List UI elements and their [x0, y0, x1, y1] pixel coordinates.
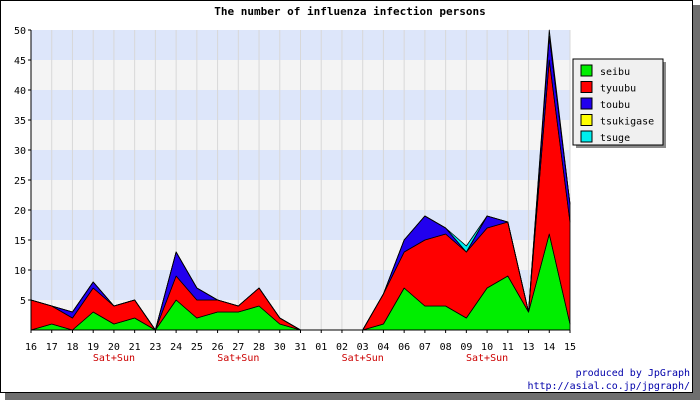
frame-shadow-bottom [5, 393, 700, 400]
x-tick-label: 27 [232, 342, 244, 353]
x-tick-label: 30 [274, 342, 286, 353]
x-tick-label: 24 [170, 342, 182, 353]
x-tick-label: 15 [564, 342, 576, 353]
legend-label-tsukigase: tsukigase [600, 117, 654, 128]
weekend-label: Sat+Sun [342, 353, 384, 364]
weekend-label: Sat+Sun [93, 353, 135, 364]
y-tick-label: 5 [20, 296, 26, 307]
y-tick-label: 20 [14, 206, 26, 217]
legend: seibu tyuubu toubu tsukigase tsuge [572, 58, 666, 148]
x-tick-label: 28 [253, 342, 265, 353]
x-tick-label: 07 [419, 342, 431, 353]
area-tsuge [30, 29, 571, 331]
legend-swatch-toubu [580, 97, 593, 110]
x-tick-label: 20 [108, 342, 120, 353]
legend-swatch-seibu [580, 64, 593, 77]
weekend-label: Sat+Sun [466, 353, 508, 364]
credit-line-2: http://asial.co.jp/jpgraph/ [527, 381, 690, 392]
x-tick-label: 26 [212, 342, 224, 353]
x-tick-label: 03 [357, 342, 369, 353]
frame-shadow-right [693, 5, 700, 400]
legend-label-tsuge: tsuge [600, 133, 630, 144]
chart-title: The number of influenza infection person… [214, 5, 486, 18]
x-tick-label: 01 [315, 342, 327, 353]
y-tick-label: 35 [14, 116, 26, 127]
x-tick-label: 21 [129, 342, 141, 353]
x-tick-label: 14 [543, 342, 555, 353]
x-tick-label: 25 [191, 342, 203, 353]
y-tick-label: 15 [14, 236, 26, 247]
x-tick-label: 17 [46, 342, 58, 353]
x-tick-label: 23 [149, 342, 161, 353]
x-tick-label: 08 [440, 342, 452, 353]
legend-label-tyuubu: tyuubu [600, 84, 636, 95]
legend-swatch-tyuubu [580, 81, 593, 93]
x-tick-label: 06 [398, 342, 410, 353]
x-tick-label: 02 [336, 342, 348, 353]
x-tick-label: 16 [25, 342, 37, 353]
y-tick-label: 50 [14, 26, 26, 37]
credit-line-1: produced by JpGraph [576, 368, 690, 379]
x-tick-label: 10 [481, 342, 493, 353]
y-tick-label: 45 [14, 56, 26, 67]
weekend-label: Sat+Sun [217, 353, 259, 364]
legend-label-toubu: toubu [600, 100, 630, 111]
y-tick-label: 40 [14, 86, 26, 97]
legend-swatch-tsukigase [580, 114, 593, 126]
x-tick-label: 18 [66, 342, 78, 353]
legend-swatch-tsuge [580, 130, 593, 143]
y-tick-label: 30 [14, 146, 26, 157]
legend-label-seibu: seibu [600, 67, 630, 78]
x-axis: 16 17 18 19 20 21 23 24 25 26 27 28 30 31 01 02 03 04 06 07… [25, 329, 576, 364]
y-axis: 5 10 15 20 25 30 35 40 45 50 [14, 26, 32, 330]
x-tick-label: 13 [523, 342, 535, 353]
x-tick-label: 09 [460, 342, 472, 353]
x-tick-label: 04 [377, 342, 389, 353]
x-tick-label: 11 [502, 342, 514, 353]
x-tick-label: 31 [294, 342, 306, 353]
y-tick-label: 25 [14, 176, 26, 187]
x-tick-label: 19 [87, 342, 99, 353]
y-tick-label: 10 [14, 266, 26, 277]
